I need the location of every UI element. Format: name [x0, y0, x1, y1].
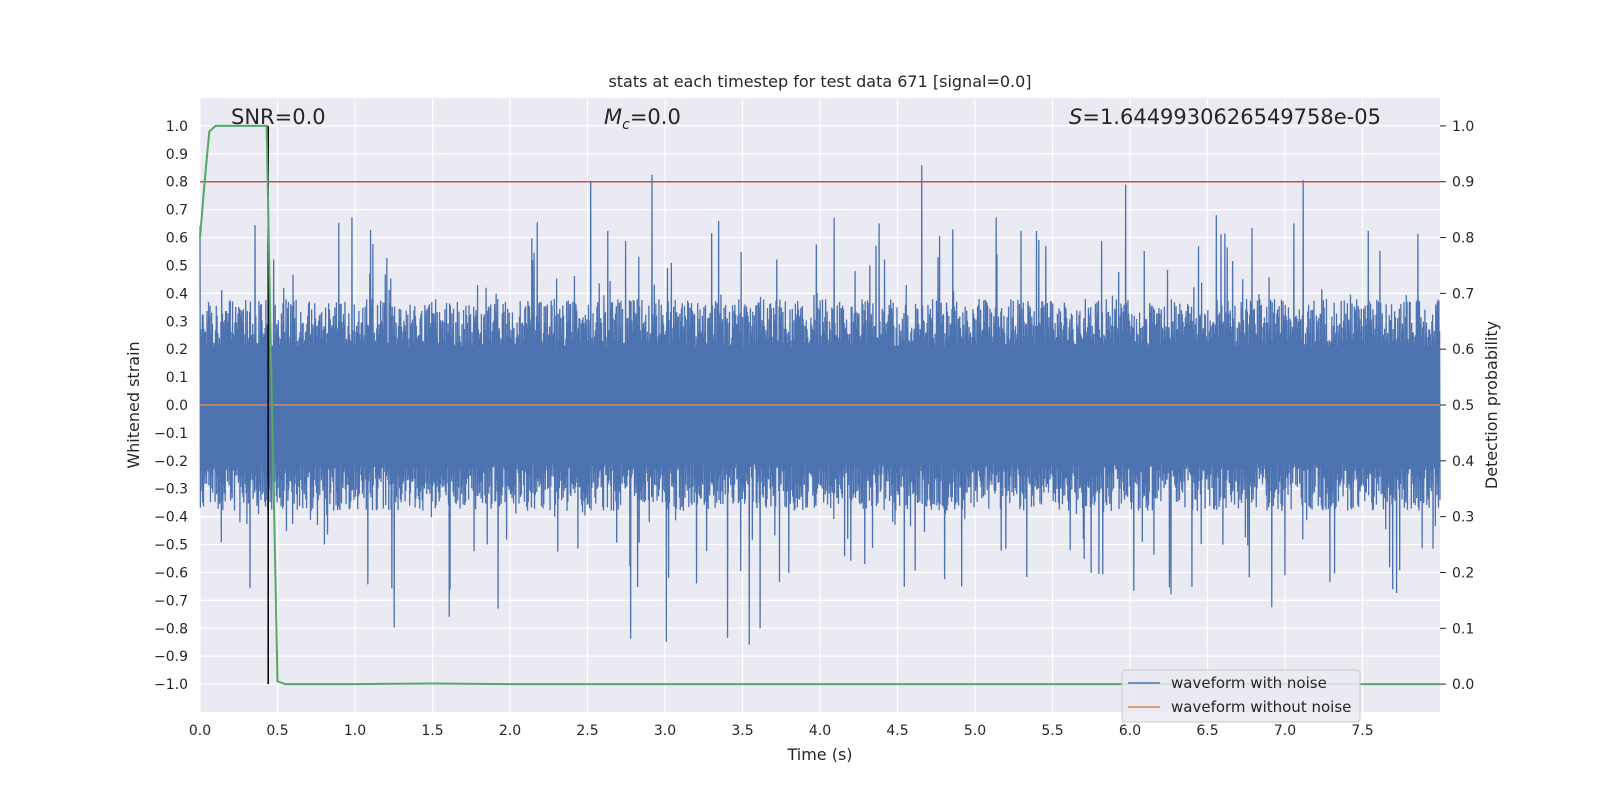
s-statistic-symbol: S	[1069, 105, 1082, 129]
x-tick-label: 1.0	[344, 723, 366, 739]
x-tick-label: 0.5	[266, 723, 288, 739]
y-tick-label: 0.4	[166, 286, 188, 302]
y-tick-label: −1.0	[154, 677, 188, 693]
s-statistic-value: =1.6449930626549758e-05	[1082, 105, 1381, 129]
x-tick-label: 3.5	[731, 723, 753, 739]
y-axis-ticks: 1.0 0.9 0.8 0.7 0.6 0.5 0.4 0.3 0.2 0.1 0.0 −0.1 −0.…	[154, 119, 188, 693]
x-tick-label: 7.0	[1274, 723, 1296, 739]
y2-tick-label: 0.8	[1452, 231, 1474, 247]
y2-tick-label: 0.2	[1452, 565, 1474, 581]
noise-waveform-series	[199, 165, 1441, 645]
x-tick-label: 1.5	[421, 723, 443, 739]
y2-tick-label: 0.4	[1452, 454, 1474, 470]
y-tick-label: −0.7	[154, 593, 188, 609]
y2-axis-label: Detection probability	[1482, 321, 1501, 489]
y-tick-label: −0.4	[154, 510, 188, 526]
x-tick-label: 7.5	[1351, 723, 1373, 739]
x-tick-label: 4.0	[809, 723, 831, 739]
y-tick-label: −0.2	[154, 454, 188, 470]
y-tick-label: −0.5	[154, 538, 188, 554]
y-tick-label: 0.8	[166, 175, 188, 191]
chirp-mass-annotation: Mc=0.0	[604, 105, 681, 133]
x-tick-label: 2.5	[576, 723, 598, 739]
y-tick-label: −0.9	[154, 649, 188, 665]
y-tick-label: 1.0	[166, 119, 188, 135]
legend-label-clean: waveform without noise	[1171, 698, 1351, 716]
y2-tick-label: 0.1	[1452, 621, 1474, 637]
y-tick-label: 0.0	[166, 398, 188, 414]
s-statistic-annotation: S=1.6449930626549758e-05	[1069, 105, 1381, 129]
x-axis-ticks: 0.0 0.5 1.0 1.5 2.0 2.5 3.0 3.5 4.0 4.5 5.0 5.5 6.0 6…	[189, 723, 1374, 739]
y2-tick-label: 0.3	[1452, 510, 1474, 526]
y2-tick-label: 0.5	[1452, 398, 1474, 414]
y-tick-label: 0.5	[166, 258, 188, 274]
y-tick-label: 0.9	[166, 147, 188, 163]
x-tick-label: 0.0	[189, 723, 211, 739]
x-tick-label: 6.5	[1196, 723, 1218, 739]
legend-label-noise: waveform with noise	[1171, 674, 1327, 692]
y2-axis-ticks: 1.0 0.9 0.8 0.7 0.6 0.5 0.4 0.3 0.2 0.1 0.0	[1440, 119, 1474, 693]
x-tick-label: 4.5	[886, 723, 908, 739]
y-tick-label: 0.7	[166, 203, 188, 219]
line-series	[199, 124, 1440, 686]
y2-tick-label: 0.7	[1452, 286, 1474, 302]
y-axis-label: Whitened strain	[124, 341, 143, 468]
waveform-with-noise-line	[199, 165, 1441, 645]
y2-tick-label: 0.9	[1452, 175, 1474, 191]
x-tick-label: 5.0	[964, 723, 986, 739]
x-axis-label: Time (s)	[786, 745, 852, 764]
y-tick-label: −0.8	[154, 621, 188, 637]
x-tick-label: 6.0	[1119, 723, 1141, 739]
snr-annotation: SNR=0.0	[231, 105, 326, 129]
legend-box	[1121, 669, 1361, 723]
detection-probability-line	[199, 124, 1440, 686]
chirp-mass-subscript: c	[622, 117, 630, 133]
chirp-mass-value: =0.0	[630, 105, 681, 129]
y-tick-label: 0.6	[166, 231, 188, 247]
chart-title: stats at each timestep for test data 671…	[608, 72, 1031, 91]
chirp-mass-symbol: M	[604, 105, 622, 129]
y-tick-label: 0.2	[166, 342, 188, 358]
y2-tick-label: 1.0	[1452, 119, 1474, 135]
y-tick-label: 0.3	[166, 314, 188, 330]
x-tick-label: 5.5	[1041, 723, 1063, 739]
y-tick-label: −0.3	[154, 482, 188, 498]
y-tick-label: −0.6	[154, 565, 188, 581]
x-tick-label: 3.0	[654, 723, 676, 739]
y2-tick-label: 0.6	[1452, 342, 1474, 358]
y2-tick-label: 0.0	[1452, 677, 1474, 693]
legend: waveform with noise waveform without noi…	[1121, 669, 1361, 723]
y-tick-label: 0.1	[166, 370, 188, 386]
x-tick-label: 2.0	[499, 723, 521, 739]
y-tick-label: −0.1	[154, 426, 188, 442]
